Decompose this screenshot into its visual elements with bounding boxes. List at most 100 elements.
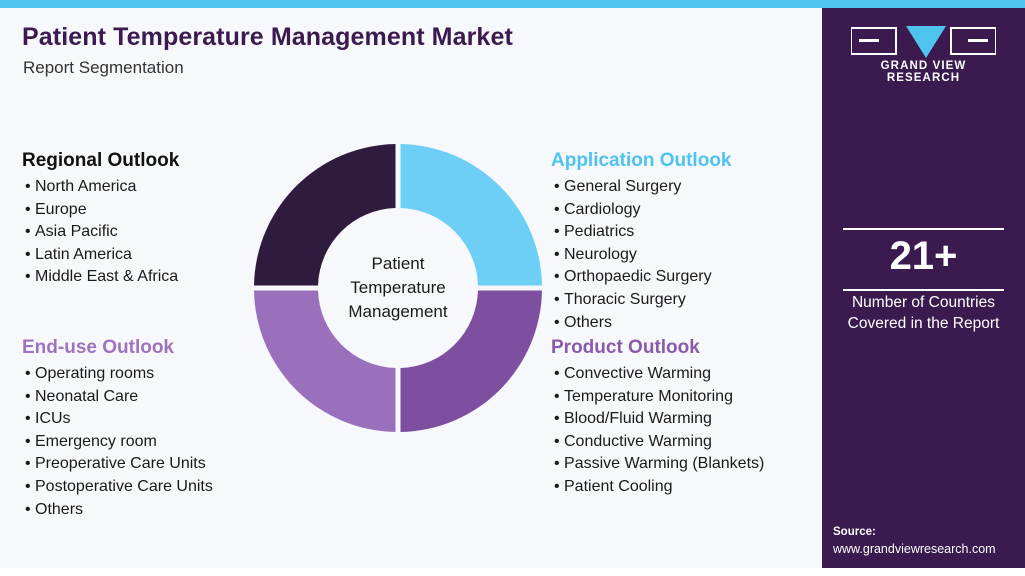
stat-divider-bottom bbox=[843, 289, 1004, 291]
end-use-outlook-heading: End-use Outlook bbox=[22, 337, 174, 358]
list-item-label: Temperature Monitoring bbox=[564, 387, 733, 405]
list-item-label: Operating rooms bbox=[35, 365, 155, 382]
bullet-icon: • bbox=[554, 268, 560, 286]
list-item: • Neonatal Care bbox=[25, 386, 213, 409]
bullet-icon: • bbox=[554, 178, 560, 195]
list-item-label: North America bbox=[35, 178, 137, 195]
list-item-label: Patient Cooling bbox=[564, 477, 673, 495]
list-item: • Passive Warming (Blankets) bbox=[554, 453, 764, 476]
list-item-label: Latin America bbox=[35, 245, 132, 263]
bullet-icon: • bbox=[554, 200, 560, 218]
bullet-icon: • bbox=[25, 223, 31, 241]
donut-center-label: Patient Temperature Management bbox=[254, 144, 542, 432]
brand-logo-text: GRAND VIEW RESEARCH bbox=[880, 60, 967, 84]
end-use-outlook-list: • Operating rooms • Neonatal Care • ICUs • E… bbox=[25, 363, 213, 521]
bullet-icon: • bbox=[554, 245, 560, 263]
list-item-label: Preoperative Care Units bbox=[35, 455, 206, 473]
list-item: • Latin America bbox=[25, 244, 178, 267]
brand-sidebar bbox=[822, 8, 1025, 568]
list-item-label: Cardiology bbox=[564, 200, 641, 218]
bullet-icon: • bbox=[554, 455, 560, 473]
list-item-label: Neonatal Care bbox=[35, 387, 139, 405]
source-label: Source: bbox=[833, 526, 876, 538]
list-item-label: Passive Warming (Blankets) bbox=[564, 455, 765, 473]
regional-outlook-heading: Regional Outlook bbox=[22, 150, 180, 171]
list-item: • North America bbox=[25, 176, 178, 199]
list-item-label: Middle East & Africa bbox=[35, 268, 179, 286]
source-url[interactable]: www.grandviewresearch.com bbox=[833, 542, 996, 556]
bullet-icon: • bbox=[25, 477, 31, 495]
stat-number: 21+ bbox=[889, 234, 958, 278]
list-item: • Convective Warming bbox=[554, 363, 764, 386]
list-item: • Preoperative Care Units bbox=[25, 453, 213, 476]
donut-center-line-1: Patient bbox=[371, 254, 425, 273]
list-item-label: Thoracic Surgery bbox=[564, 290, 686, 308]
list-item: • Cardiology bbox=[554, 199, 712, 222]
segmentation-donut: Patient Temperature Management bbox=[254, 144, 542, 432]
list-item: • Neurology bbox=[554, 244, 712, 267]
bullet-icon: • bbox=[25, 500, 31, 518]
list-item: • Patient Cooling bbox=[554, 476, 764, 499]
list-item-label: Others bbox=[35, 500, 84, 518]
list-item: • General Surgery bbox=[554, 176, 712, 199]
list-item: • Middle East & Africa bbox=[25, 266, 178, 289]
page-title: Patient Temperature Management Market bbox=[22, 23, 513, 51]
bullet-icon: • bbox=[25, 365, 31, 382]
list-item-label: Pediatrics bbox=[564, 223, 635, 241]
donut-center-line-3: Management bbox=[348, 302, 448, 321]
list-item-label: Neurology bbox=[564, 245, 637, 263]
stat-divider-top bbox=[843, 228, 1004, 230]
list-item-label: Blood/Fluid Warming bbox=[564, 410, 712, 428]
stat-label-line-2: Covered in the Report bbox=[847, 315, 1000, 332]
list-item-label: Convective Warming bbox=[564, 365, 712, 382]
bullet-icon: • bbox=[25, 178, 31, 195]
list-item: • Conductive Warming bbox=[554, 431, 764, 454]
list-item: • Blood/Fluid Warming bbox=[554, 408, 764, 431]
bullet-icon: • bbox=[25, 268, 31, 286]
stat-label: Number of Countries Covered in the Repor… bbox=[822, 292, 1025, 334]
list-item: • ICUs bbox=[25, 408, 213, 431]
donut-segment-application bbox=[400, 144, 542, 286]
donut-segment-product bbox=[400, 290, 542, 432]
application-outlook-list: • General Surgery • Cardiology • Pediatrics… bbox=[554, 176, 712, 334]
list-item-label: Asia Pacific bbox=[35, 223, 118, 241]
list-item: • Pediatrics bbox=[554, 221, 712, 244]
list-item-label: Europe bbox=[35, 200, 87, 218]
top-accent-bar bbox=[0, 0, 1025, 8]
list-item: • Europe bbox=[25, 199, 178, 222]
bullet-icon: • bbox=[554, 313, 560, 331]
bullet-icon: • bbox=[25, 410, 31, 428]
list-item: • Emergency room bbox=[25, 431, 213, 454]
bullet-icon: • bbox=[554, 410, 560, 428]
list-item-label: Postoperative Care Units bbox=[35, 477, 213, 495]
list-item-label: Emergency room bbox=[35, 432, 157, 450]
list-item-label: ICUs bbox=[35, 410, 71, 428]
bullet-icon: • bbox=[554, 387, 560, 405]
donut-svg bbox=[254, 144, 542, 432]
list-item: • Thoracic Surgery bbox=[554, 289, 712, 312]
product-outlook-heading: Product Outlook bbox=[551, 337, 700, 358]
bullet-icon: • bbox=[25, 432, 31, 450]
list-item-label: Others bbox=[564, 313, 613, 331]
product-outlook-list: • Convective Warming • Temperature Monitor… bbox=[554, 363, 764, 499]
bullet-icon: • bbox=[554, 477, 560, 495]
application-outlook-heading: Application Outlook bbox=[551, 150, 732, 171]
bullet-icon: • bbox=[25, 245, 31, 263]
list-item: • Temperature Monitoring bbox=[554, 386, 764, 409]
bullet-icon: • bbox=[554, 365, 560, 382]
list-item: • Orthopaedic Surgery bbox=[554, 266, 712, 289]
donut-center-line-2: Temperature bbox=[350, 278, 446, 297]
donut-segment-end-use bbox=[254, 290, 396, 432]
list-item-label: General Surgery bbox=[564, 178, 682, 195]
bullet-icon: • bbox=[554, 223, 560, 241]
page-subtitle: Report Segmentation bbox=[23, 58, 184, 77]
list-item: • Postoperative Care Units bbox=[25, 476, 213, 499]
regional-outlook-list: • North America • Europe • Asia Pacific • La… bbox=[25, 176, 178, 289]
donut-segment-regional bbox=[254, 144, 396, 286]
content-panel bbox=[0, 8, 822, 568]
bullet-icon: • bbox=[554, 290, 560, 308]
list-item: • Others bbox=[25, 499, 213, 522]
bullet-icon: • bbox=[25, 455, 31, 473]
bullet-icon: • bbox=[554, 432, 560, 450]
